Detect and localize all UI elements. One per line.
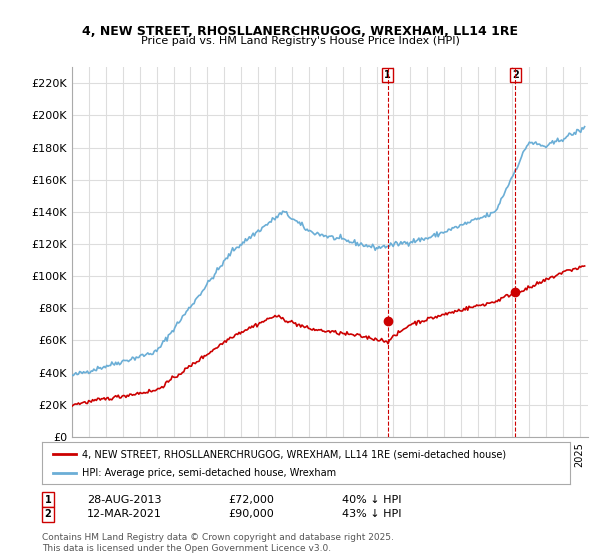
Text: 40% ↓ HPI: 40% ↓ HPI	[342, 494, 401, 505]
Text: 4, NEW STREET, RHOSLLANERCHRUGOG, WREXHAM, LL14 1RE: 4, NEW STREET, RHOSLLANERCHRUGOG, WREXHA…	[82, 25, 518, 38]
Text: £72,000: £72,000	[228, 494, 274, 505]
Text: 12-MAR-2021: 12-MAR-2021	[87, 509, 162, 519]
Text: Contains HM Land Registry data © Crown copyright and database right 2025.
This d: Contains HM Land Registry data © Crown c…	[42, 533, 394, 553]
Text: Price paid vs. HM Land Registry's House Price Index (HPI): Price paid vs. HM Land Registry's House …	[140, 36, 460, 46]
Text: 4, NEW STREET, RHOSLLANERCHRUGOG, WREXHAM, LL14 1RE (semi-detached house): 4, NEW STREET, RHOSLLANERCHRUGOG, WREXHA…	[82, 449, 506, 459]
Text: 28-AUG-2013: 28-AUG-2013	[87, 494, 161, 505]
Text: £90,000: £90,000	[228, 509, 274, 519]
Text: HPI: Average price, semi-detached house, Wrexham: HPI: Average price, semi-detached house,…	[82, 468, 336, 478]
Text: 1: 1	[44, 494, 52, 505]
Text: 1: 1	[385, 70, 391, 80]
Text: 2: 2	[512, 70, 518, 80]
Text: 2: 2	[44, 509, 52, 519]
Text: 43% ↓ HPI: 43% ↓ HPI	[342, 509, 401, 519]
